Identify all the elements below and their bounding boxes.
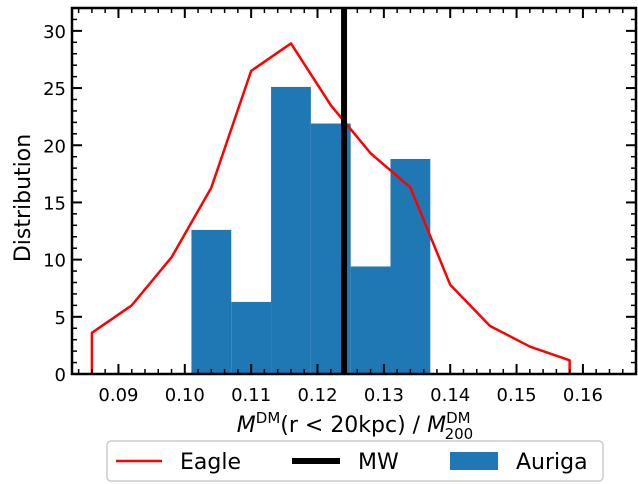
y-tick-label: 20 (43, 136, 66, 157)
auriga-bar-5 (351, 266, 391, 374)
legend-mw-label: MW (358, 450, 399, 475)
x-tick-label: 0.16 (563, 385, 603, 406)
y-tick-label: 15 (43, 193, 66, 214)
x-tick-label: 0.15 (497, 385, 537, 406)
legend-eagle-label: Eagle (180, 450, 241, 475)
y-tick-label: 30 (43, 22, 66, 43)
y-tick-label: 25 (43, 79, 66, 100)
x-tick-label: 0.12 (297, 385, 337, 406)
auriga-bar-2 (231, 302, 271, 374)
x-tick-label: 0.09 (98, 385, 138, 406)
x-tick-label: 0.11 (231, 385, 271, 406)
auriga-bar-6 (390, 159, 430, 374)
x-axis-label: MDM(r < 20kpc) / MDM 200 (237, 409, 473, 443)
auriga-bar-3 (271, 87, 311, 374)
y-axis-label: Distribution (11, 134, 36, 262)
x-tick-label: 0.10 (165, 385, 205, 406)
legend: Eagle MW Auriga (107, 441, 603, 481)
plot-area (92, 8, 570, 374)
legend-auriga-label: Auriga (516, 450, 588, 475)
y-tick-label: 10 (43, 251, 66, 272)
x-tick-label: 0.14 (430, 385, 470, 406)
y-tick-label: 0 (55, 365, 66, 386)
x-tick-label: 0.13 (364, 385, 404, 406)
x-label-sup1: DM (256, 409, 281, 427)
auriga-bar-1 (191, 230, 231, 374)
x-label-mid: (r < 20kpc) / (280, 413, 427, 438)
x-label-m1: M (237, 413, 256, 438)
x-label-m2: M (427, 413, 446, 438)
y-tick-label: 5 (55, 308, 66, 329)
legend-auriga-swatch (450, 452, 498, 470)
